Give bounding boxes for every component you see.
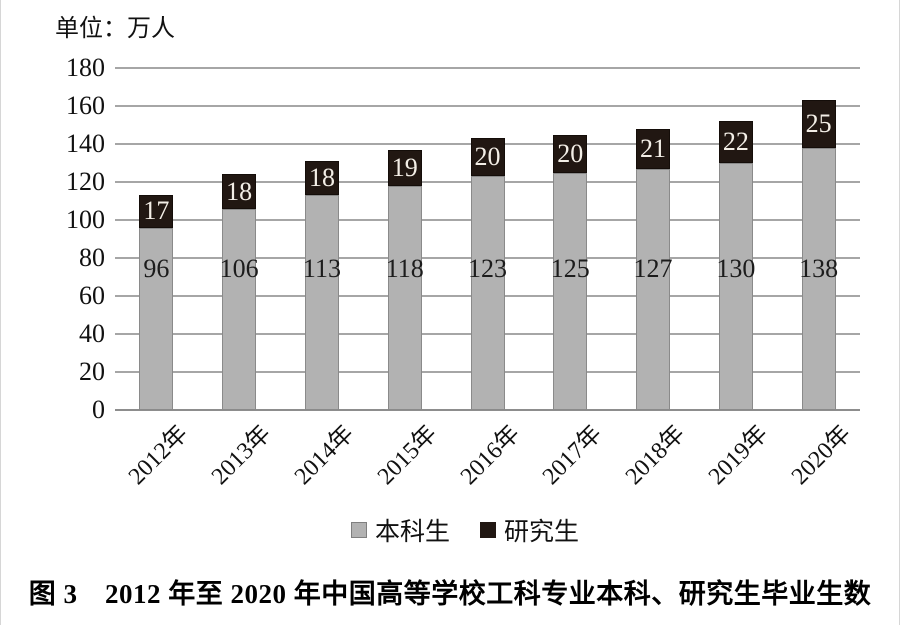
value-label-undergrad-2019年: 130 — [716, 254, 756, 283]
undergrad-color-swatch — [350, 522, 367, 538]
bar-grad-2015年 — [387, 149, 422, 186]
y-tick-label-120: 120 — [66, 167, 105, 196]
value-label-grad-2017年: 20 — [557, 138, 584, 168]
legend-label-undergrad: 本科生 — [374, 519, 450, 546]
value-label-grad-2018年: 21 — [640, 133, 667, 163]
value-label-undergrad-2014年: 113 — [302, 254, 341, 283]
bar-undergrad-2020年 — [801, 147, 836, 410]
bar-undergrad-2012年 — [139, 227, 174, 410]
bar-undergrad-2016年 — [470, 176, 505, 410]
bar-undergrad-2015年 — [387, 185, 422, 410]
value-label-undergrad-2016年: 123 — [468, 254, 507, 283]
y-tick-label-160: 160 — [66, 91, 105, 120]
value-label-undergrad-2012年: 96 — [143, 254, 170, 283]
bar-undergrad-2018年 — [636, 168, 671, 410]
bar-grad-2016年 — [470, 138, 505, 177]
figure-caption: 图 3 2012 年至 2020 年中国高等学校工科专业本科、研究生毕业生数 — [28, 579, 872, 609]
bar-grad-2013年 — [222, 174, 257, 209]
bar-grad-2020年 — [801, 100, 836, 148]
y-tick-label-140: 140 — [66, 129, 105, 158]
page-left-border — [0, 0, 1, 625]
value-label-undergrad-2020年: 138 — [799, 254, 839, 283]
value-label-grad-2016年: 20 — [474, 142, 501, 172]
value-label-grad-2014年: 18 — [308, 163, 335, 193]
bar-undergrad-2017年 — [553, 172, 588, 410]
bar-grad-2018年 — [636, 128, 671, 169]
value-label-grad-2012年: 17 — [143, 196, 170, 226]
y-tick-label-20: 20 — [79, 357, 105, 386]
value-label-grad-2015年: 19 — [391, 152, 418, 182]
value-label-undergrad-2013年: 106 — [219, 254, 259, 283]
value-label-grad-2019年: 22 — [722, 127, 749, 157]
y-tick-label-40: 40 — [79, 319, 105, 348]
y-tick-label-80: 80 — [79, 243, 105, 272]
axis-unit-label: 单位：万人 — [55, 16, 175, 42]
value-label-grad-2013年: 18 — [226, 176, 253, 206]
y-tick-label-100: 100 — [66, 205, 105, 234]
bar-undergrad-2013年 — [222, 208, 257, 410]
y-tick-label-0: 0 — [92, 395, 105, 424]
value-label-grad-2020年: 25 — [805, 109, 832, 139]
legend-item-grad: 研究生 — [480, 512, 579, 548]
bar-grad-2012年 — [139, 195, 174, 228]
value-label-undergrad-2018年: 127 — [633, 254, 673, 283]
stacked-bar-chart-plot-area: 0 20 40 60 80 100 120 140 160 180 96 17 2012年 106 18 20… — [66, 53, 860, 490]
bar-undergrad-2014年 — [304, 195, 339, 410]
bar-grad-2019年 — [718, 121, 753, 163]
gridline-y160 — [115, 105, 860, 107]
bar-undergrad-2019年 — [718, 163, 753, 410]
value-label-undergrad-2017年: 125 — [550, 254, 590, 283]
bar-grad-2017年 — [553, 134, 588, 173]
y-tick-label-60: 60 — [79, 281, 105, 310]
y-tick-label-180: 180 — [66, 53, 105, 82]
legend-label-grad: 研究生 — [504, 519, 580, 546]
chart-legend: 本科生 研究生 — [0, 512, 900, 548]
legend-item-undergrad: 本科生 — [350, 512, 450, 548]
gridline-y180 — [115, 67, 860, 69]
grad-color-swatch — [480, 522, 496, 538]
value-label-undergrad-2015年: 118 — [385, 254, 424, 283]
x-axis-line — [115, 409, 860, 411]
bar-grad-2014年 — [304, 161, 339, 196]
